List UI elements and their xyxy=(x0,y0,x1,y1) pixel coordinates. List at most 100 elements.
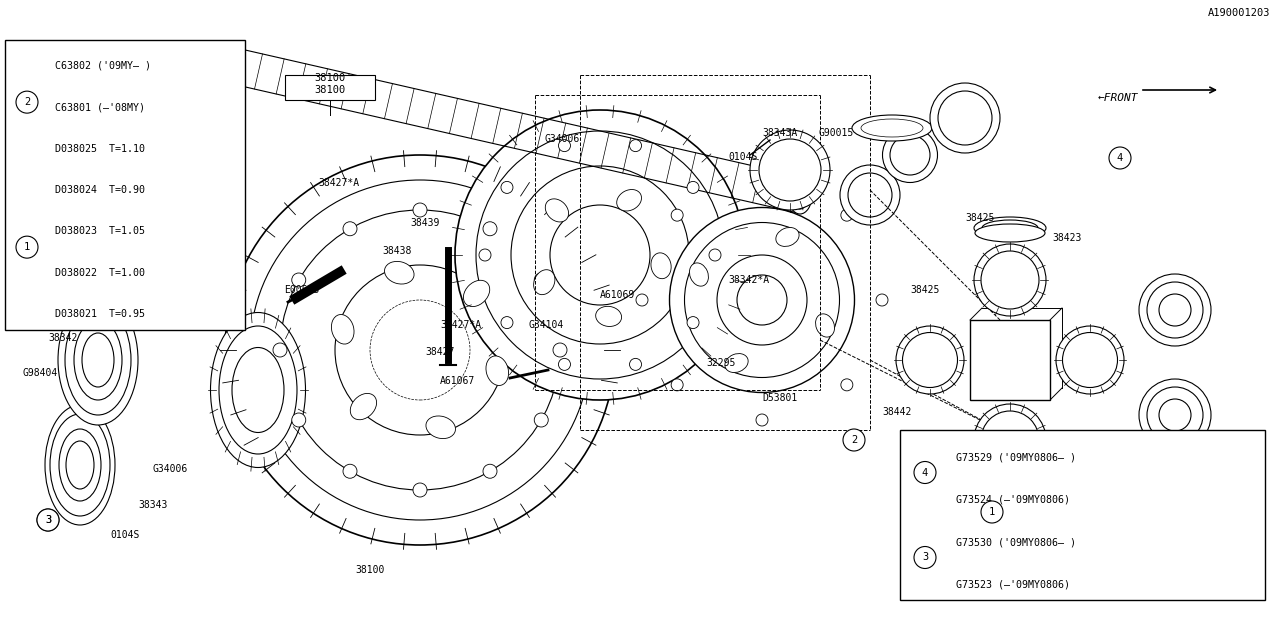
Ellipse shape xyxy=(852,115,932,141)
Bar xyxy=(5,40,244,330)
Text: D038024  T=0.90: D038024 T=0.90 xyxy=(55,185,145,195)
Circle shape xyxy=(914,547,936,568)
Ellipse shape xyxy=(841,379,852,391)
Ellipse shape xyxy=(974,404,1046,476)
Ellipse shape xyxy=(545,199,568,222)
Ellipse shape xyxy=(974,481,1046,503)
Text: 4: 4 xyxy=(1117,153,1123,163)
Circle shape xyxy=(914,461,936,483)
Ellipse shape xyxy=(534,413,548,427)
Ellipse shape xyxy=(1062,333,1117,387)
Text: G98404: G98404 xyxy=(22,368,58,378)
Ellipse shape xyxy=(250,180,590,520)
Text: 32295: 32295 xyxy=(707,358,736,368)
Ellipse shape xyxy=(50,414,110,516)
Text: 38100: 38100 xyxy=(315,73,346,83)
Ellipse shape xyxy=(709,249,721,261)
Text: G34006: G34006 xyxy=(544,134,580,144)
Ellipse shape xyxy=(750,130,829,210)
Ellipse shape xyxy=(479,249,492,261)
Ellipse shape xyxy=(982,220,1038,236)
Ellipse shape xyxy=(980,251,1039,309)
Ellipse shape xyxy=(483,221,497,236)
Ellipse shape xyxy=(849,173,892,217)
Ellipse shape xyxy=(841,209,852,221)
Ellipse shape xyxy=(219,326,297,454)
Text: E00513: E00513 xyxy=(284,285,319,295)
Ellipse shape xyxy=(550,205,650,305)
Ellipse shape xyxy=(210,312,306,467)
Ellipse shape xyxy=(534,273,548,287)
Ellipse shape xyxy=(974,244,1046,316)
Ellipse shape xyxy=(486,356,508,385)
Ellipse shape xyxy=(791,181,809,209)
Text: C63802 ('09MY– ): C63802 ('09MY– ) xyxy=(55,61,151,70)
Ellipse shape xyxy=(980,411,1039,469)
Ellipse shape xyxy=(67,441,93,489)
Ellipse shape xyxy=(1147,387,1203,443)
Ellipse shape xyxy=(292,413,306,427)
Text: A61067: A61067 xyxy=(440,376,475,386)
Ellipse shape xyxy=(737,275,787,325)
Circle shape xyxy=(17,236,38,258)
Ellipse shape xyxy=(687,317,699,328)
Ellipse shape xyxy=(815,314,835,337)
Text: 3: 3 xyxy=(922,552,928,563)
Ellipse shape xyxy=(463,280,490,307)
Ellipse shape xyxy=(343,221,357,236)
Text: 3: 3 xyxy=(45,515,51,525)
Ellipse shape xyxy=(669,207,855,392)
Text: 38423: 38423 xyxy=(910,496,940,506)
Ellipse shape xyxy=(273,343,287,357)
Ellipse shape xyxy=(776,227,799,246)
Ellipse shape xyxy=(500,181,513,193)
Ellipse shape xyxy=(671,209,684,221)
Circle shape xyxy=(37,509,59,531)
Text: 4: 4 xyxy=(922,467,928,477)
Text: G73529 ('09MY0806– ): G73529 ('09MY0806– ) xyxy=(956,452,1076,462)
Ellipse shape xyxy=(45,405,115,525)
Text: 38423: 38423 xyxy=(1052,233,1082,243)
Ellipse shape xyxy=(975,224,1044,242)
Ellipse shape xyxy=(225,155,614,545)
Ellipse shape xyxy=(938,91,992,145)
Bar xyxy=(900,430,1265,600)
Text: D038021  T=0.95: D038021 T=0.95 xyxy=(55,309,145,319)
Circle shape xyxy=(980,501,1004,523)
Ellipse shape xyxy=(58,295,138,425)
Text: 1: 1 xyxy=(24,242,31,252)
Ellipse shape xyxy=(65,305,131,415)
Text: 38442: 38442 xyxy=(882,407,911,417)
Ellipse shape xyxy=(82,333,114,387)
Ellipse shape xyxy=(931,83,1000,153)
Ellipse shape xyxy=(292,273,306,287)
Circle shape xyxy=(17,91,38,113)
Ellipse shape xyxy=(902,333,957,387)
Text: 2: 2 xyxy=(24,97,31,107)
Text: D038025  T=1.10: D038025 T=1.10 xyxy=(55,143,145,154)
Text: 3: 3 xyxy=(45,515,51,525)
Ellipse shape xyxy=(756,414,768,426)
Ellipse shape xyxy=(351,394,376,420)
Text: 38439: 38439 xyxy=(410,218,439,228)
Ellipse shape xyxy=(426,416,456,438)
Text: D038023  T=1.05: D038023 T=1.05 xyxy=(55,227,145,236)
Ellipse shape xyxy=(483,464,497,478)
Ellipse shape xyxy=(558,358,571,371)
Ellipse shape xyxy=(223,47,237,83)
Text: 38342*A: 38342*A xyxy=(728,275,769,285)
Ellipse shape xyxy=(617,189,641,211)
Circle shape xyxy=(37,509,59,531)
Ellipse shape xyxy=(280,210,561,490)
Text: 0104S: 0104S xyxy=(728,152,758,162)
Text: ←FRONT: ←FRONT xyxy=(1097,93,1138,103)
Bar xyxy=(970,320,1050,400)
Text: 38343A: 38343A xyxy=(762,128,797,138)
Text: 38425: 38425 xyxy=(1052,496,1082,506)
Ellipse shape xyxy=(384,261,413,284)
Text: G34104: G34104 xyxy=(529,320,563,330)
Ellipse shape xyxy=(232,348,284,433)
Ellipse shape xyxy=(1139,379,1211,451)
Text: 38438: 38438 xyxy=(381,246,411,256)
Circle shape xyxy=(844,429,865,451)
